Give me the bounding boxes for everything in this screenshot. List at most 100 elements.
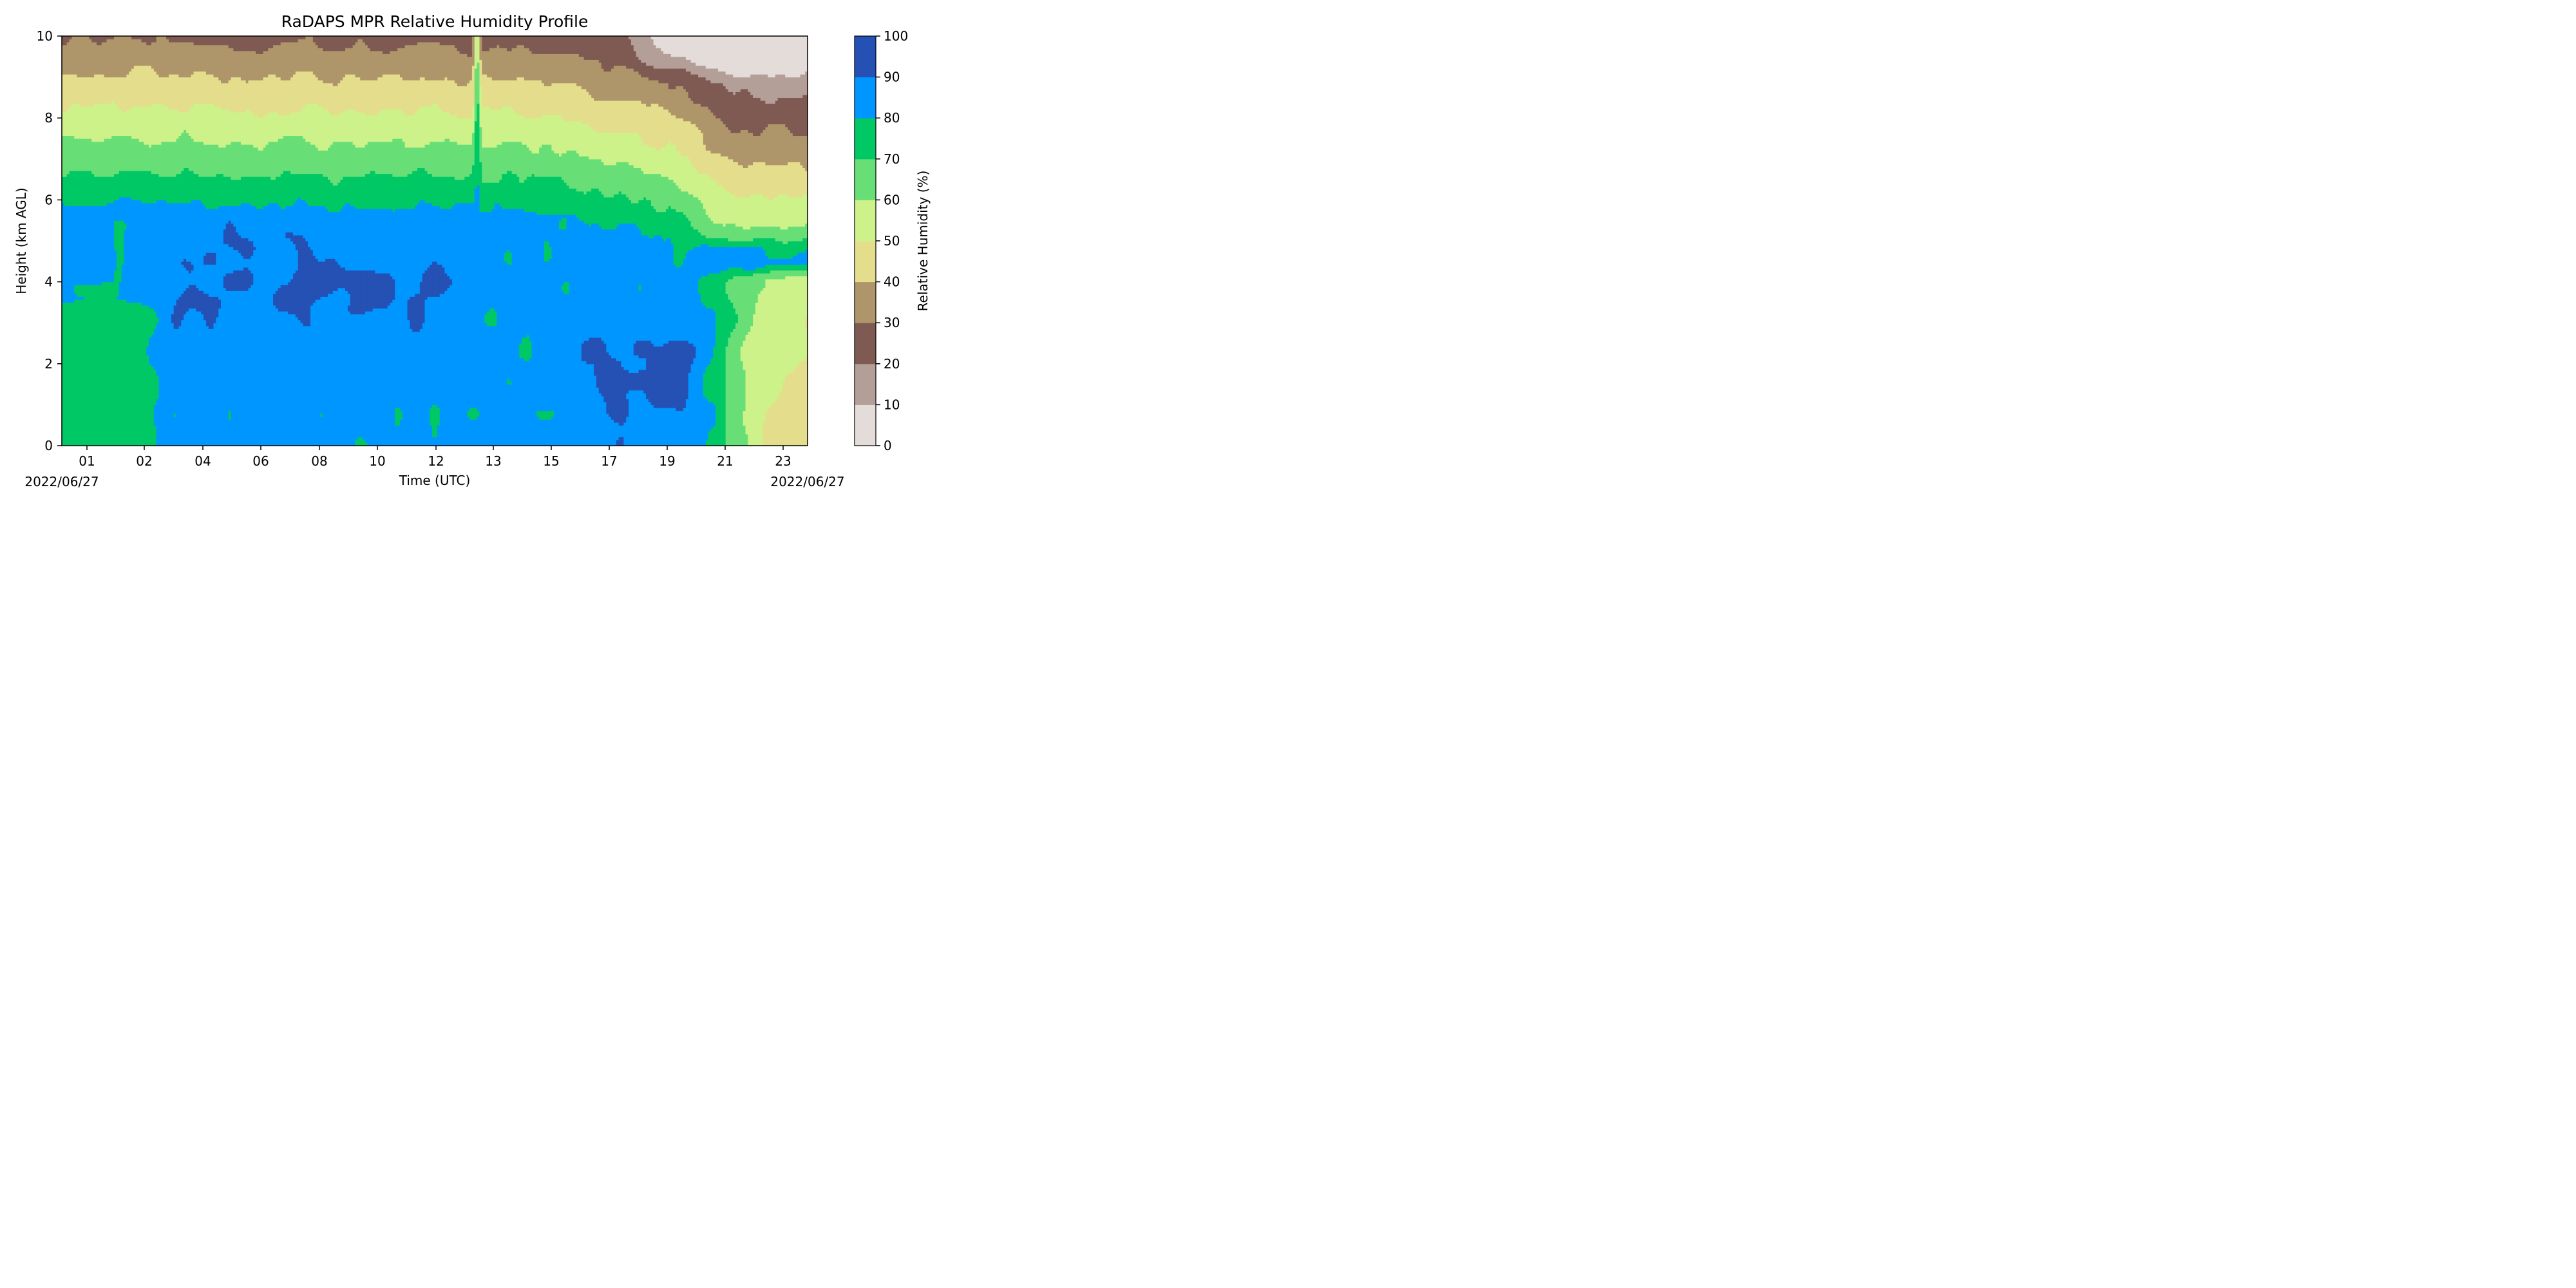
contour-cell <box>581 124 585 156</box>
contour-cell <box>370 209 374 271</box>
contour-cell <box>641 200 644 236</box>
contour-cell <box>355 209 358 271</box>
contour-cell <box>656 68 659 80</box>
contour-cell <box>131 170 135 200</box>
contour-cell <box>735 132 739 162</box>
contour-cell <box>760 226 764 239</box>
contour-cell <box>768 103 771 124</box>
contour-cell <box>663 82 667 110</box>
contour-cell <box>350 109 354 142</box>
contour-cell <box>131 106 135 139</box>
contour-cell <box>265 144 269 177</box>
contour-cell <box>713 404 716 426</box>
contour-cell <box>613 132 617 166</box>
contour-cell <box>300 173 304 200</box>
contour-cell <box>715 153 719 183</box>
contour-cell <box>424 106 428 145</box>
contour-cell <box>181 36 184 43</box>
contour-cell <box>365 80 368 116</box>
contour-cell <box>556 82 560 116</box>
contour-cell <box>424 170 428 204</box>
chart-title: RaDAPS MPR Relative Humidity Profile <box>281 12 589 31</box>
contour-cell <box>506 106 510 142</box>
contour-cell <box>740 196 744 227</box>
contour-cell <box>782 36 786 75</box>
contour-cell <box>713 346 716 405</box>
contour-cell <box>442 112 446 142</box>
contour-cell <box>596 36 600 60</box>
contour-cell <box>292 272 296 315</box>
colorbar-swatch <box>855 77 876 118</box>
contour-cell <box>730 223 734 242</box>
contour-cell <box>676 56 679 69</box>
contour-cell <box>539 214 542 412</box>
contour-cell <box>412 44 415 80</box>
contour-cell <box>437 106 440 142</box>
contour-cell <box>320 205 323 262</box>
contour-cell <box>658 173 661 213</box>
contour-cell <box>646 144 649 175</box>
contour-cell <box>298 71 301 113</box>
contour-cell <box>753 270 756 274</box>
contour-cell <box>733 276 736 309</box>
contour-cell <box>325 109 328 151</box>
contour-cell <box>424 144 428 171</box>
contour-cell <box>390 276 393 303</box>
y-tick-label: 10 <box>37 28 53 44</box>
contour-cell <box>800 97 803 137</box>
contour-cell <box>402 80 406 113</box>
contour-cell <box>681 118 684 156</box>
contour-cell <box>397 48 401 75</box>
contour-cell <box>153 311 157 329</box>
contour-cell <box>770 103 773 124</box>
contour-cell <box>487 182 490 213</box>
contour-cell <box>109 202 112 283</box>
contour-cell <box>323 205 326 262</box>
contour-cell <box>191 308 194 446</box>
contour-cell <box>564 229 567 283</box>
contour-cell <box>223 176 227 207</box>
contour-cell <box>713 223 716 239</box>
contour-cell <box>701 234 704 245</box>
contour-cell <box>638 369 641 391</box>
contour-cell <box>643 393 647 446</box>
contour-cell <box>690 343 694 365</box>
contour-cell <box>243 50 247 80</box>
contour-cell <box>62 302 65 446</box>
contour-cell <box>641 103 644 142</box>
contour-cell <box>104 103 108 139</box>
contour-cell <box>777 279 781 397</box>
contour-cell <box>303 238 306 327</box>
contour-cell <box>97 141 100 177</box>
contour-cell <box>347 48 351 75</box>
contour-cell <box>365 209 368 271</box>
contour-cell <box>728 191 731 224</box>
contour-cell <box>457 179 460 204</box>
contour-cell <box>419 77 423 107</box>
contour-cell <box>300 234 304 323</box>
contour-cell <box>204 144 207 177</box>
contour-cell <box>469 80 473 118</box>
contour-cell <box>422 36 426 43</box>
contour-cell <box>89 138 92 171</box>
contour-cell <box>435 103 438 142</box>
contour-cell <box>479 162 482 213</box>
contour-cell <box>703 106 706 145</box>
contour-cell <box>489 325 493 446</box>
contour-cell <box>589 226 592 338</box>
contour-cell <box>529 150 533 177</box>
contour-cell <box>188 261 192 274</box>
contour-cell <box>519 77 522 116</box>
contour-cell <box>332 211 336 259</box>
contour-cell <box>725 36 729 75</box>
contour-cell <box>285 36 289 43</box>
contour-cell <box>360 36 363 40</box>
contour-cell <box>387 74 391 110</box>
contour-cell <box>444 77 448 113</box>
contour-cell <box>149 147 152 171</box>
contour-cell <box>802 167 806 194</box>
contour-cell <box>797 241 801 253</box>
contour-cell <box>551 416 554 446</box>
contour-cell <box>765 279 768 412</box>
contour-cell <box>285 42 289 80</box>
